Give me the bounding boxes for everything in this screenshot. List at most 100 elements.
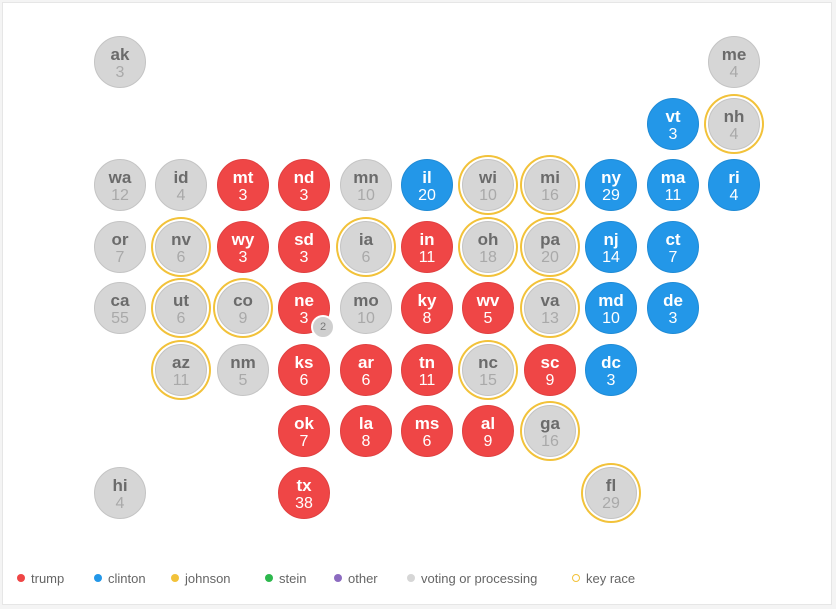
legend-swatch [171,574,179,582]
state-fl[interactable]: fl 29 [585,467,637,519]
electoral-votes: 6 [176,249,186,266]
state-tx[interactable]: tx 38 [278,467,330,519]
state-ky[interactable]: ky 8 [401,282,453,334]
electoral-votes: 10 [357,187,375,204]
state-ia[interactable]: ia 6 [340,221,392,273]
state-ri[interactable]: ri 4 [708,159,760,211]
electoral-votes: 10 [479,187,497,204]
state-ca[interactable]: ca 55 [94,282,146,334]
state-sd[interactable]: sd 3 [278,221,330,273]
electoral-votes: 3 [299,187,309,204]
electoral-votes: 13 [541,310,559,327]
state-nj[interactable]: nj 14 [585,221,637,273]
electoral-votes: 10 [357,310,375,327]
state-ne[interactable]: ne 3 [278,282,330,334]
state-mn[interactable]: mn 10 [340,159,392,211]
electoral-votes: 4 [729,187,739,204]
state-abbr: vt [665,107,681,126]
legend-item-key-race[interactable]: key race [572,569,635,587]
state-or[interactable]: or 7 [94,221,146,273]
electoral-votes: 11 [172,372,190,389]
legend-item-trump[interactable]: trump [17,569,64,587]
state-abbr: ia [358,230,374,249]
state-abbr: sc [540,353,560,372]
state-wv[interactable]: wv 5 [462,282,514,334]
state-abbr: nj [603,230,619,249]
state-ga[interactable]: ga 16 [524,405,576,457]
electoral-votes: 11 [418,249,436,266]
state-va[interactable]: va 13 [524,282,576,334]
state-ct[interactable]: ct 7 [647,221,699,273]
state-ny[interactable]: ny 29 [585,159,637,211]
state-abbr: nc [478,353,498,372]
state-mi[interactable]: mi 16 [524,159,576,211]
state-in[interactable]: in 11 [401,221,453,273]
state-ut[interactable]: ut 6 [155,282,207,334]
electoral-votes: 18 [479,249,497,266]
state-ma[interactable]: ma 11 [647,159,699,211]
state-nm[interactable]: nm 5 [217,344,269,396]
state-id[interactable]: id 4 [155,159,207,211]
state-pa[interactable]: pa 20 [524,221,576,273]
state-ar[interactable]: ar 6 [340,344,392,396]
legend-item-stein[interactable]: stein [265,569,306,587]
electoral-votes: 38 [295,495,313,512]
electoral-votes: 16 [541,433,559,450]
state-ks[interactable]: ks 6 [278,344,330,396]
electoral-votes: 4 [176,187,186,204]
state-wa[interactable]: wa 12 [94,159,146,211]
state-wy[interactable]: wy 3 [217,221,269,273]
state-nh[interactable]: nh 4 [708,98,760,150]
state-ok[interactable]: ok 7 [278,405,330,457]
state-vt[interactable]: vt 3 [647,98,699,150]
state-az[interactable]: az 11 [155,344,207,396]
state-sc[interactable]: sc 9 [524,344,576,396]
state-hi[interactable]: hi 4 [94,467,146,519]
state-abbr: ma [660,168,686,187]
state-abbr: nd [293,168,315,187]
state-abbr: hi [112,476,128,495]
state-me[interactable]: me 4 [708,36,760,88]
state-il[interactable]: il 20 [401,159,453,211]
electoral-votes: 20 [418,187,436,204]
state-abbr: ne [294,291,314,310]
state-ak[interactable]: ak 3 [94,36,146,88]
state-nd[interactable]: nd 3 [278,159,330,211]
state-de[interactable]: de 3 [647,282,699,334]
state-abbr: md [598,291,624,310]
state-abbr: or [111,230,129,249]
electoral-votes: 10 [602,310,620,327]
state-nc[interactable]: nc 15 [462,344,514,396]
state-nv[interactable]: nv 6 [155,221,207,273]
split-votes-badge[interactable]: 2 [311,315,335,339]
legend-label: stein [279,570,307,586]
state-mo[interactable]: mo 10 [340,282,392,334]
state-co[interactable]: co 9 [217,282,269,334]
state-tn[interactable]: tn 11 [401,344,453,396]
state-abbr: wv [476,291,500,310]
electoral-votes: 7 [668,249,678,266]
legend-label: other [348,570,378,586]
state-abbr: ks [294,353,314,372]
electoral-votes: 4 [729,126,739,143]
state-ms[interactable]: ms 6 [401,405,453,457]
legend-item-pending[interactable]: voting or processing [407,569,537,587]
state-md[interactable]: md 10 [585,282,637,334]
electoral-votes: 6 [361,372,371,389]
state-wi[interactable]: wi 10 [462,159,514,211]
legend-item-other[interactable]: other [334,569,378,587]
state-abbr: il [422,168,432,187]
state-oh[interactable]: oh 18 [462,221,514,273]
legend-item-johnson[interactable]: johnson [171,569,231,587]
legend-swatch [17,574,25,582]
legend-swatch [94,574,102,582]
state-dc[interactable]: dc 3 [585,344,637,396]
state-la[interactable]: la 8 [340,405,392,457]
state-abbr: wa [108,168,132,187]
electoral-votes: 55 [111,310,129,327]
legend-item-clinton[interactable]: clinton [94,569,146,587]
state-al[interactable]: al 9 [462,405,514,457]
state-mt[interactable]: mt 3 [217,159,269,211]
legend-label: voting or processing [421,570,538,586]
